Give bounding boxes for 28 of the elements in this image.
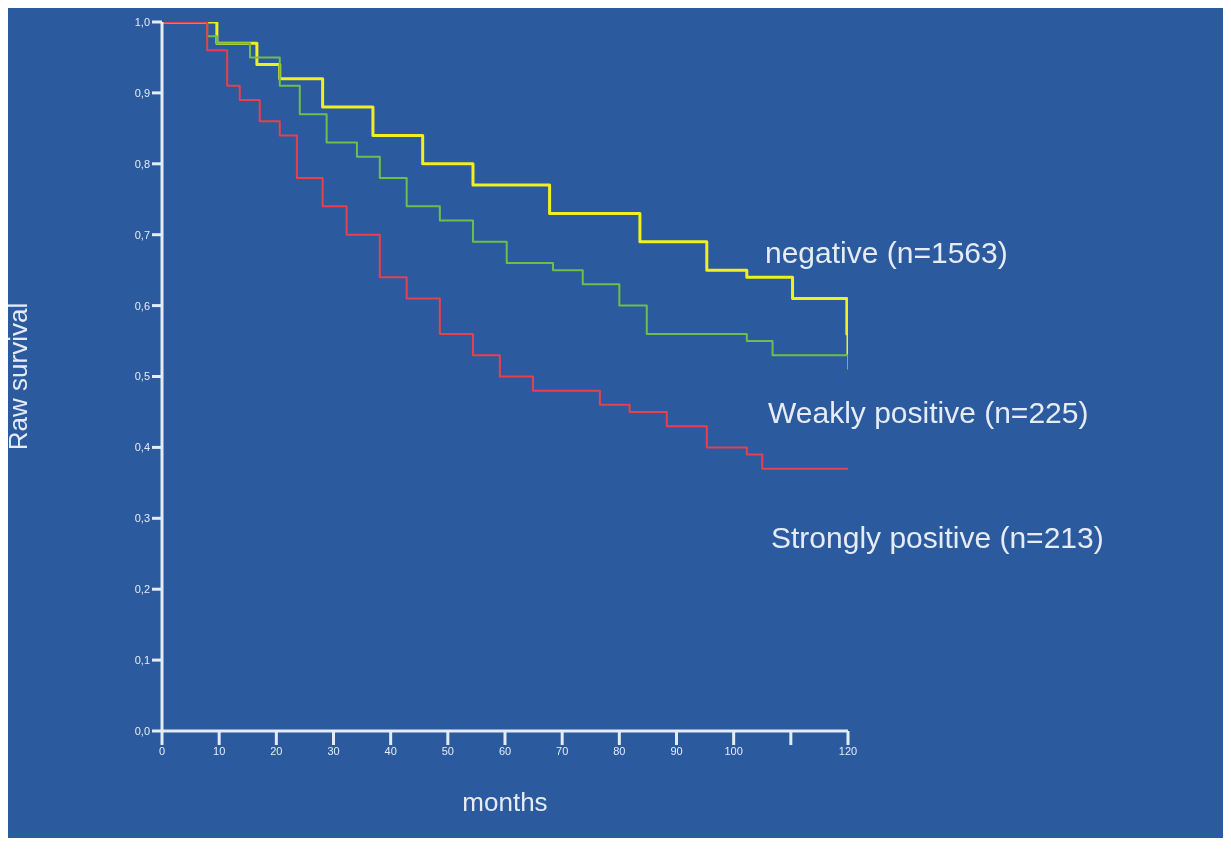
x-tick-label: 10 <box>213 744 226 757</box>
x-tick-label: 100 <box>724 744 743 757</box>
series-label: negative (n=1563) <box>765 236 1008 270</box>
x-tick-label: 30 <box>327 744 340 757</box>
y-tick-label: 0,7 <box>134 228 150 241</box>
y-tick-label: 0,8 <box>134 157 150 170</box>
x-tick-label: 120 <box>838 744 858 757</box>
y-tick-label: 0,0 <box>134 724 150 737</box>
y-tick-label: 0,6 <box>134 299 150 312</box>
y-tick-label: 0,4 <box>134 441 150 454</box>
x-axis-title: months <box>462 787 548 817</box>
x-tick-label: 90 <box>670 744 683 757</box>
x-tick-label: 70 <box>556 744 569 757</box>
y-tick-label: 0,2 <box>134 583 150 596</box>
y-tick-label: 1,0 <box>134 15 150 28</box>
x-tick-label: 50 <box>441 744 454 757</box>
x-tick-label: 60 <box>498 744 512 757</box>
y-tick-label: 0,1 <box>134 654 150 667</box>
series-label: Strongly positive (n=213) <box>771 521 1104 555</box>
x-tick-label: 0 <box>158 744 166 757</box>
y-axis-title: Raw survival <box>3 302 34 451</box>
series-label: Weakly positive (n=225) <box>768 396 1089 430</box>
y-tick-label: 0,5 <box>134 370 150 383</box>
x-tick-label: 20 <box>270 744 283 757</box>
x-tick-label: 40 <box>384 744 397 757</box>
y-tick-label: 0,3 <box>134 512 150 525</box>
y-tick-label: 0,9 <box>134 86 150 99</box>
x-tick-label: 80 <box>613 744 626 757</box>
